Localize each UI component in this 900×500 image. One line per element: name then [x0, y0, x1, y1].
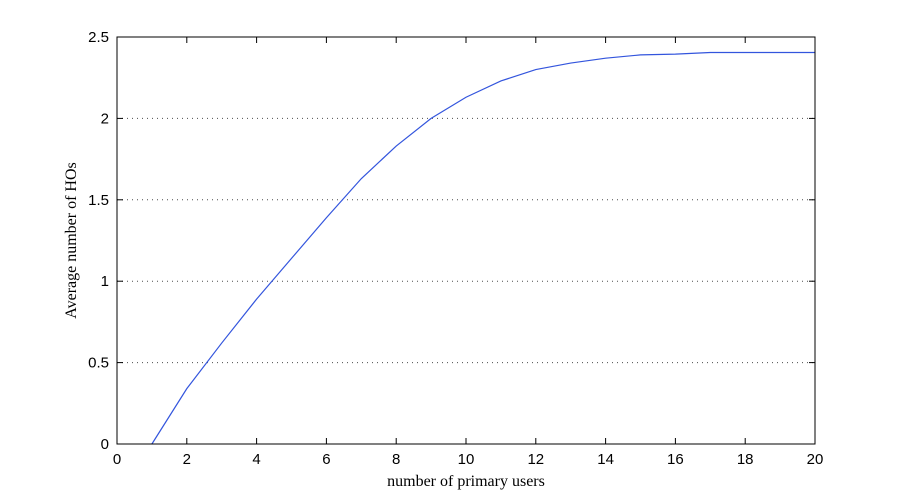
y-tick-label: 2.5: [88, 29, 109, 46]
y-axis-title: Average number of HOs: [63, 162, 80, 319]
x-tick-label: 14: [597, 451, 614, 468]
x-tick-label: 12: [527, 451, 544, 468]
plot-area-frame: [116, 36, 816, 445]
x-tick-label: 18: [737, 451, 754, 468]
series-layer: [151, 51, 815, 445]
x-tick-label: 4: [252, 451, 260, 468]
x-tick-label: 6: [322, 451, 330, 468]
x-axis-title: number of primary users: [387, 473, 545, 490]
tick-layer: 0 2 4 6 8 10 12 14 16 18 20 0 0.5 1 1.5 2 2.5: [88, 29, 823, 468]
x-tick-label: 20: [807, 451, 824, 468]
x-tick-label: 0: [113, 451, 121, 468]
y-tick-label: 1: [101, 273, 109, 290]
y-tick-label: 0: [101, 436, 109, 453]
y-tick-label: 0.5: [88, 355, 109, 372]
x-tick-label: 2: [183, 451, 191, 468]
y-tick-label: 2: [101, 110, 109, 127]
x-tick-label: 10: [458, 451, 475, 468]
grid-layer: [117, 117, 815, 364]
y-tick-label: 1.5: [88, 192, 109, 209]
x-tick-label: 16: [667, 451, 684, 468]
x-tick-label: 8: [392, 451, 400, 468]
series-line: [151, 51, 815, 445]
